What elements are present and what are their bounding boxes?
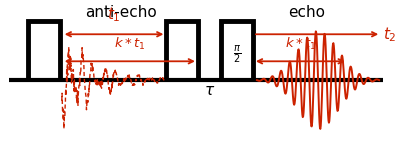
Text: $\frac{\pi}{2}$: $\frac{\pi}{2}$	[233, 43, 241, 65]
Text: $t_2$: $t_2$	[383, 25, 397, 44]
Text: $k*t_1$: $k*t_1$	[284, 36, 316, 52]
Text: echo: echo	[288, 5, 325, 20]
Text: $t_1$: $t_1$	[107, 6, 121, 24]
Text: $\tau$: $\tau$	[204, 83, 215, 98]
Text: anti-echo: anti-echo	[85, 5, 157, 20]
Text: $k*t_1$: $k*t_1$	[114, 36, 146, 52]
